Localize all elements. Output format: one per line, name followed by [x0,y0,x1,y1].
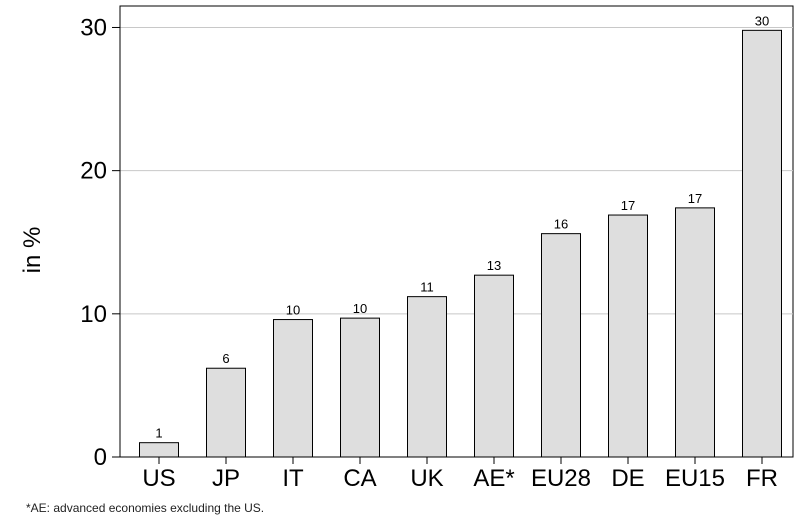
bar-de [608,214,648,458]
x-tick-label: FR [746,465,778,492]
bar-uk [407,296,447,458]
x-tick-label: CA [343,465,376,492]
bar-eu15 [675,207,715,458]
data-label: 1 [155,426,162,441]
bar-ca [340,317,380,458]
x-tick-label: JP [212,465,240,492]
x-tick-label: EU15 [665,465,725,492]
x-axis-ticks: US JP IT CA UK AE* EU28 DE EU15 FR [142,457,778,492]
y-axis-label: in % [19,227,46,274]
y-tick-label: 0 [94,444,107,471]
data-label: 17 [688,191,702,206]
y-tick-label: 20 [80,158,107,185]
data-label: 10 [353,301,367,316]
x-tick-label: UK [410,465,443,492]
y-tick-label: 10 [80,301,107,328]
footnote: *AE: advanced economies excluding the US… [26,501,265,515]
bar-ae [474,274,514,458]
data-label: 17 [621,198,635,213]
bars [139,29,782,458]
data-label: 30 [755,13,769,28]
bar-jp [206,367,246,458]
y-axis-ticks: 0 10 20 30 [80,14,120,471]
y-tick-label: 30 [80,14,107,41]
bar-it [273,319,313,458]
data-label: 6 [222,351,229,366]
data-label: 16 [554,217,568,232]
x-tick-label: DE [611,465,644,492]
data-label: 11 [420,280,434,295]
data-label: 13 [487,258,501,273]
bar-us [139,442,179,458]
bar-fr [742,29,782,458]
data-label: 10 [286,303,300,318]
x-tick-label: EU28 [531,465,591,492]
x-tick-label: AE* [473,465,514,492]
bar-eu28 [541,233,581,458]
x-tick-label: IT [282,465,304,492]
x-tick-label: US [142,465,175,492]
